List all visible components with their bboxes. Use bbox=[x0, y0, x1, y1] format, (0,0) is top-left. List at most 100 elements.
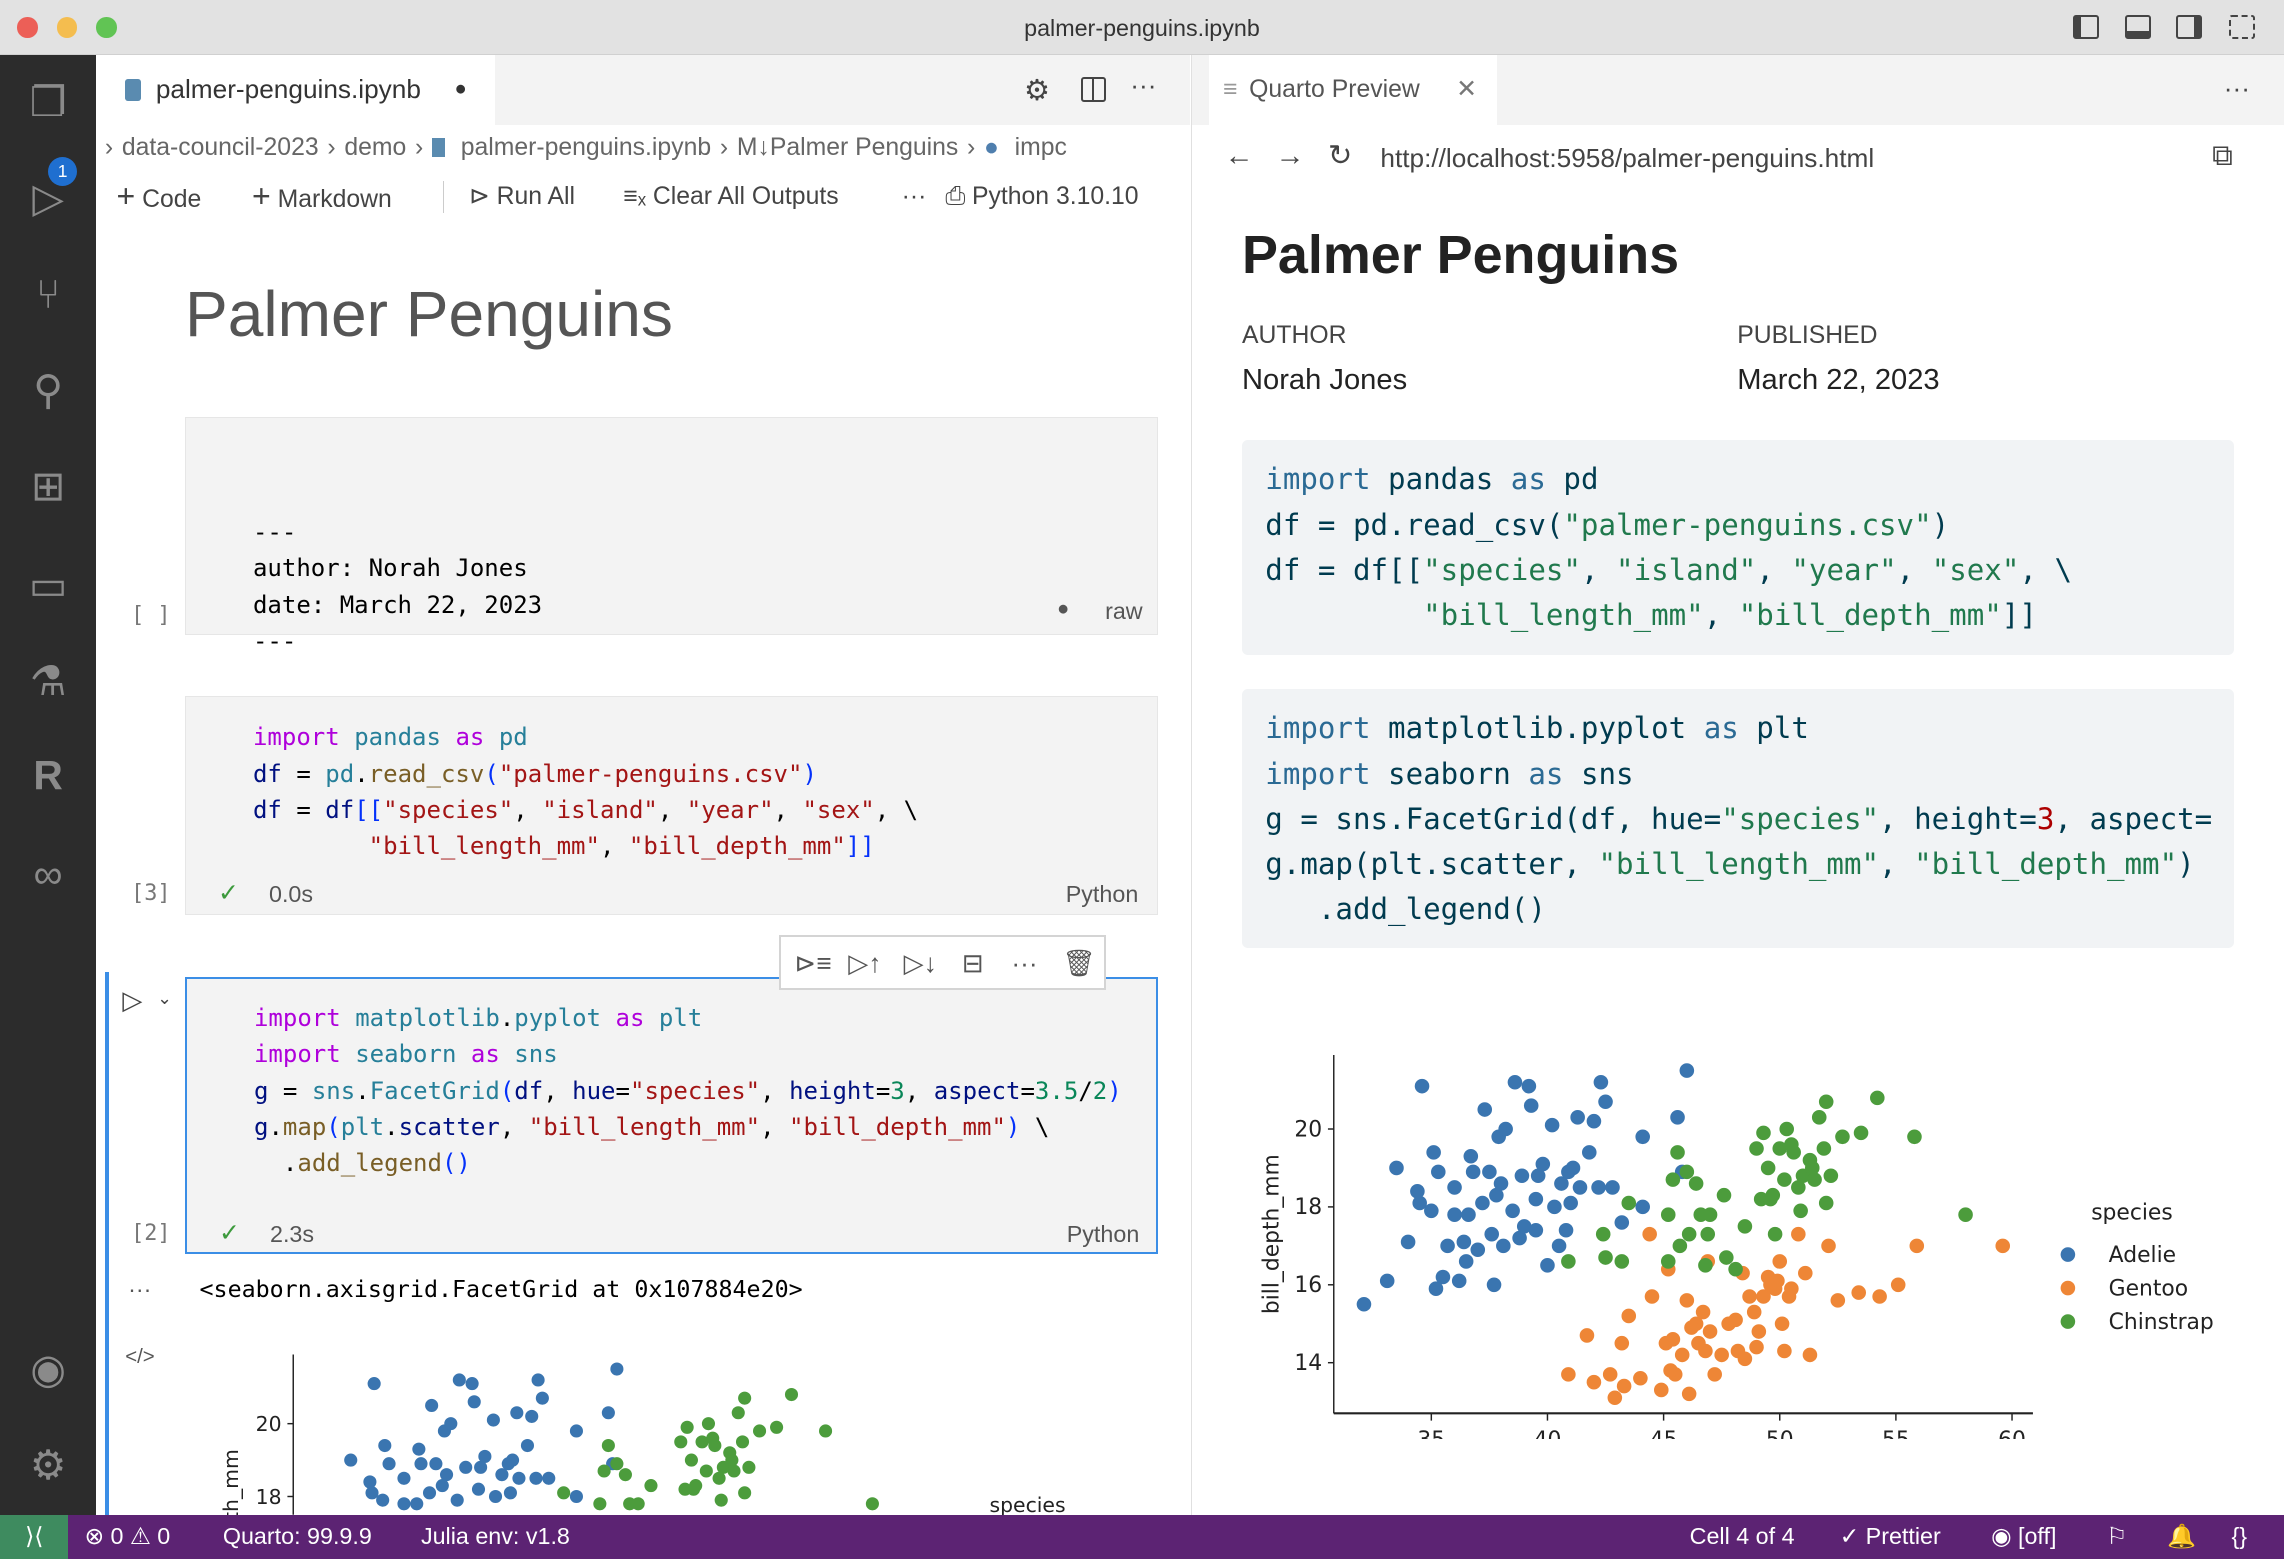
more-actions-icon[interactable]: ··· bbox=[1130, 69, 1157, 100]
open-in-browser-icon[interactable]: ⧉ bbox=[2212, 139, 2233, 172]
data-point-chinstrap bbox=[1756, 1125, 1771, 1140]
reload-icon[interactable]: ↻ bbox=[1327, 140, 1353, 173]
source-control-icon[interactable]: ⑂ bbox=[35, 271, 61, 317]
delete-cell-icon[interactable]: 🗑 bbox=[1062, 948, 1096, 979]
notifications-bell-icon[interactable]: 🔔 bbox=[2167, 1522, 2197, 1549]
more-actions-icon[interactable]: ··· bbox=[2223, 72, 2250, 103]
close-window-button[interactable] bbox=[17, 17, 38, 38]
code-text: import matplotlib.pyplot as plt import se… bbox=[1265, 706, 2234, 932]
accounts-icon[interactable]: ◉ bbox=[30, 1345, 66, 1392]
quarto-icon[interactable]: ∞ bbox=[33, 850, 63, 897]
code-line: g = sns.FacetGrid(df, hue="species", hei… bbox=[253, 1076, 1122, 1105]
split-cell-icon[interactable]: ⊟ bbox=[961, 948, 984, 979]
data-point-gentoo bbox=[1774, 1316, 1790, 1331]
document-title: Palmer Penguins bbox=[1242, 225, 1680, 286]
toolbar-more-button[interactable]: ··· bbox=[901, 182, 927, 210]
tab-quarto-preview[interactable]: ≡ Quarto Preview ✕ bbox=[1208, 55, 1497, 126]
toggle-panel-icon[interactable] bbox=[2125, 14, 2152, 40]
unsaved-indicator[interactable]: ● bbox=[454, 78, 467, 101]
toggle-primary-sidebar-icon[interactable] bbox=[2072, 14, 2099, 40]
braces-icon[interactable]: {} bbox=[2231, 1522, 2248, 1549]
editor-tab-bar: palmer-penguins.ipynb ● ⚙ ··· bbox=[96, 55, 1191, 126]
code-line: .add_legend() bbox=[1265, 892, 1546, 927]
problems-indicator[interactable]: ⊗ 0 ⚠ 0 bbox=[84, 1522, 171, 1549]
run-options-chevron-icon[interactable]: ⌄ bbox=[157, 987, 172, 1008]
success-check-icon: ✓ bbox=[218, 879, 239, 907]
forward-icon[interactable]: → bbox=[1275, 139, 1305, 172]
code-editor[interactable]: import pandas as pd df = pd.read_csv("pal… bbox=[253, 719, 918, 865]
data-point-adelie bbox=[1447, 1206, 1462, 1222]
copilot-status[interactable]: ◉ [off] bbox=[1991, 1522, 2057, 1549]
cell-more-icon[interactable]: ··· bbox=[1011, 948, 1038, 979]
data-point-adelie bbox=[343, 1453, 357, 1467]
quarto-version[interactable]: Quarto: 99.9.9 bbox=[222, 1522, 372, 1549]
data-point-adelie bbox=[467, 1395, 481, 1409]
explorer-icon[interactable]: ❐ bbox=[29, 78, 67, 125]
raw-cell[interactable]: --- author: Norah Jones date: March 22, 20… bbox=[184, 416, 1158, 655]
code-line: g.map(plt.scatter, "bill_length_mm", "bi… bbox=[253, 1113, 1050, 1142]
cell-language[interactable]: Python bbox=[1066, 1221, 1140, 1248]
tab-palmer-penguins[interactable]: palmer-penguins.ipynb ● bbox=[96, 55, 496, 126]
data-point-chinstrap bbox=[1791, 1179, 1806, 1195]
julia-env[interactable]: Julia env: v1.8 bbox=[420, 1522, 570, 1549]
data-point-adelie bbox=[1410, 1183, 1425, 1199]
run-cell-button[interactable]: ▷ bbox=[122, 984, 143, 1015]
breadcrumb-item[interactable]: palmer-penguins.ipynb bbox=[460, 134, 712, 162]
execute-above-icon[interactable]: ⊳≡ bbox=[794, 948, 832, 979]
data-point-adelie bbox=[1521, 1078, 1537, 1094]
remote-explorer-icon[interactable]: ▭ bbox=[28, 562, 68, 609]
notebook-settings-gear-icon[interactable]: ⚙ bbox=[1023, 74, 1051, 107]
cell-language[interactable]: raw bbox=[1105, 598, 1143, 625]
clear-outputs-icon: ≡ₓ bbox=[623, 182, 646, 210]
code-cell-1[interactable]: import pandas as pd df = pd.read_csv("pal… bbox=[184, 696, 1158, 915]
published-value: March 22, 2023 bbox=[1737, 364, 1940, 397]
close-tab-icon[interactable]: ✕ bbox=[1456, 76, 1477, 104]
minimize-window-button[interactable] bbox=[56, 17, 78, 38]
breadcrumb-item[interactable]: demo bbox=[344, 134, 407, 162]
breadcrumb-item[interactable]: M↓Palmer Penguins bbox=[736, 134, 959, 162]
output-more-button[interactable]: ··· bbox=[128, 1275, 152, 1302]
cell-language[interactable]: Python bbox=[1065, 880, 1139, 907]
clear-all-outputs-button[interactable]: ≡ₓ Clear All Outputs bbox=[623, 182, 839, 210]
r-icon[interactable]: R bbox=[33, 751, 63, 798]
back-icon[interactable]: ← bbox=[1224, 139, 1254, 172]
maximize-window-button[interactable] bbox=[96, 17, 117, 38]
testing-icon[interactable]: ⚗ bbox=[29, 658, 67, 705]
code-editor[interactable]: import matplotlib.pyplot as plt import se… bbox=[254, 1000, 1122, 1182]
search-icon[interactable]: ⚲ bbox=[33, 367, 63, 414]
data-point-adelie bbox=[1523, 1097, 1539, 1113]
execute-cell-and-above-icon[interactable]: ▷↑ bbox=[848, 948, 882, 979]
add-markdown-cell-button[interactable]: + Markdown bbox=[251, 177, 392, 214]
run-all-button[interactable]: ⊳ Run All bbox=[469, 182, 576, 210]
legend-marker bbox=[2060, 1280, 2076, 1295]
raw-cell-content[interactable]: --- author: Norah Jones date: March 22, 20… bbox=[252, 517, 543, 655]
data-point-adelie bbox=[1428, 1280, 1444, 1296]
breadcrumb-item[interactable]: data-council-2023 bbox=[121, 134, 319, 162]
y-tick-label: 14 bbox=[1294, 1351, 1322, 1376]
execute-cell-and-below-icon[interactable]: ▷↓ bbox=[903, 948, 937, 979]
output-code-icon[interactable]: </> bbox=[125, 1345, 155, 1368]
data-point-chinstrap bbox=[784, 1388, 798, 1402]
data-point-adelie bbox=[428, 1457, 442, 1471]
run-debug-icon[interactable]: ▷ bbox=[32, 174, 64, 221]
remote-indicator-icon[interactable]: ⟩⟨ bbox=[0, 1514, 69, 1559]
data-point-adelie bbox=[362, 1475, 376, 1489]
customize-layout-icon[interactable] bbox=[2228, 14, 2255, 40]
split-editor-icon[interactable] bbox=[1080, 77, 1106, 102]
toggle-secondary-sidebar-icon[interactable] bbox=[2176, 14, 2203, 40]
code-cell-2[interactable]: import matplotlib.pyplot as plt import se… bbox=[184, 977, 1158, 1255]
prettier-status[interactable]: ✓ Prettier bbox=[1839, 1522, 1941, 1549]
breadcrumb-item[interactable]: impc bbox=[1014, 134, 1067, 162]
x-tick-label: 35 bbox=[1417, 1427, 1445, 1439]
x-tick-label: 45 bbox=[1650, 1427, 1678, 1439]
extensions-icon[interactable]: ⊞ bbox=[30, 463, 66, 510]
data-point-adelie bbox=[1528, 1222, 1544, 1238]
kernel-picker[interactable]: ⎙ Python 3.10.10 bbox=[945, 182, 1139, 210]
settings-gear-icon[interactable]: ⚙ bbox=[29, 1442, 67, 1489]
cell-indicator[interactable]: Cell 4 of 4 bbox=[1689, 1522, 1795, 1549]
add-code-cell-button[interactable]: + Code bbox=[116, 177, 202, 214]
url-input[interactable]: http://localhost:5958/palmer-penguins.ht… bbox=[1380, 142, 1875, 173]
data-point-chinstrap bbox=[673, 1435, 687, 1449]
live-share-icon[interactable]: ⚐ bbox=[2106, 1522, 2128, 1549]
